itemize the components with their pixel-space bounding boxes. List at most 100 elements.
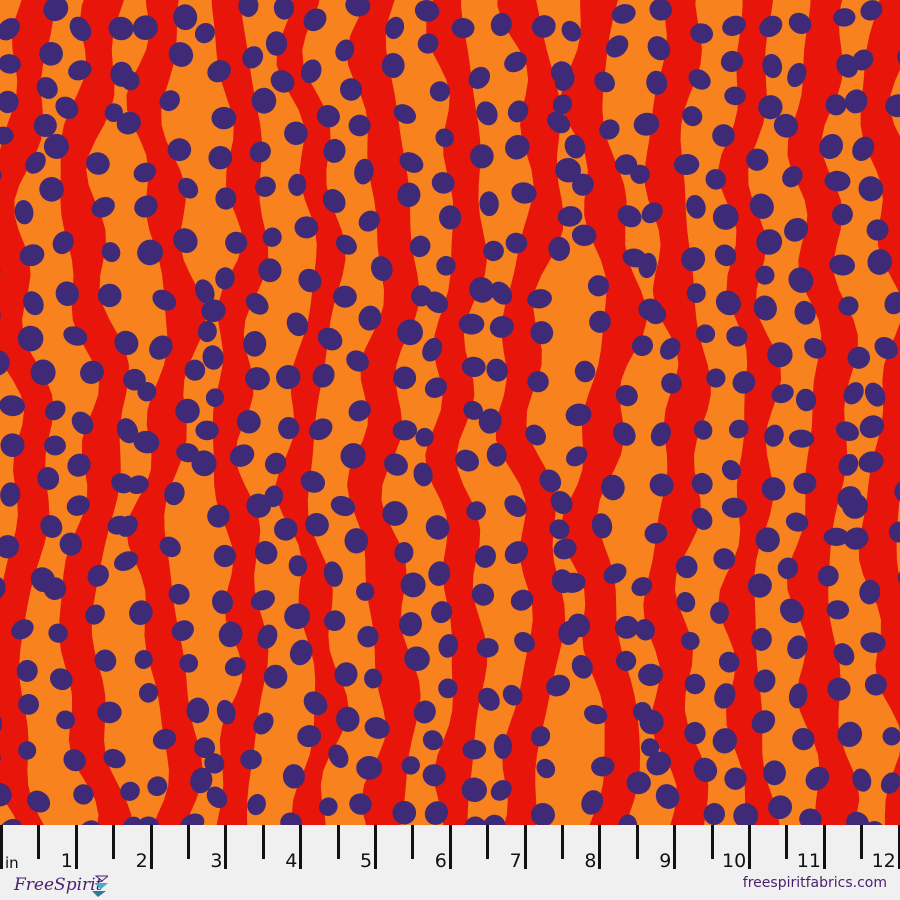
purple-dot: [429, 81, 450, 102]
purple-dot: [682, 106, 703, 127]
purple-dot: [475, 545, 496, 568]
purple-dot: [718, 651, 740, 673]
ruler-major-tick: [898, 825, 900, 869]
purple-dot: [356, 582, 375, 601]
purple-dot: [504, 541, 529, 565]
ruler-minor-tick: [262, 825, 265, 859]
purple-dot: [468, 66, 491, 89]
purple-dot: [52, 231, 74, 255]
ruler-label: 2: [135, 850, 148, 872]
purple-dot: [85, 604, 105, 625]
purple-dot: [149, 335, 173, 360]
purple-dot: [613, 422, 636, 446]
purple-dot: [318, 797, 338, 816]
purple-dot: [349, 793, 372, 815]
purple-dot: [399, 152, 424, 173]
purple-dot: [0, 17, 20, 41]
purple-dot: [768, 795, 793, 820]
purple-dot: [39, 41, 63, 66]
purple-dot: [438, 678, 458, 699]
purple-dot: [40, 515, 63, 538]
purple-dot: [842, 493, 868, 519]
purple-dot: [777, 557, 799, 580]
purple-dot: [782, 166, 803, 188]
purple-dot: [175, 398, 200, 424]
purple-dot: [550, 490, 573, 515]
purple-dot: [458, 313, 485, 335]
purple-dot: [253, 712, 274, 735]
purple-dot: [204, 753, 225, 774]
purple-dot: [712, 728, 737, 754]
ruler-major-tick: [823, 825, 826, 869]
purple-dot: [384, 453, 408, 476]
purple-dot: [284, 121, 308, 146]
ruler-label: 8: [584, 850, 597, 872]
purple-dot: [478, 687, 500, 711]
purple-dot: [722, 15, 746, 36]
purple-dot: [680, 631, 700, 650]
purple-dot: [767, 342, 793, 368]
purple-dot: [18, 694, 40, 715]
purple-dot: [721, 497, 747, 518]
purple-dot: [348, 114, 371, 137]
purple-dot: [486, 443, 507, 467]
purple-dot: [317, 327, 343, 351]
purple-dot: [0, 350, 10, 376]
purple-dot: [0, 482, 21, 507]
purple-dot: [531, 15, 556, 38]
purple-dot: [451, 17, 475, 39]
purple-dot: [335, 234, 357, 255]
purple-dot: [784, 218, 809, 242]
purple-dot: [0, 535, 20, 559]
purple-dot: [646, 70, 668, 95]
purple-dot: [33, 114, 57, 137]
purple-dot: [178, 177, 199, 199]
purple-dot: [224, 656, 246, 677]
purple-dot: [284, 603, 310, 630]
purple-dot: [37, 467, 60, 490]
purple-dot: [0, 433, 25, 458]
purple-dot: [197, 320, 217, 343]
purple-dot: [650, 422, 671, 447]
purple-dot: [640, 738, 660, 757]
purple-dot: [502, 684, 523, 706]
purple-dot: [103, 748, 126, 769]
purple-dot: [549, 519, 570, 540]
purple-dot: [867, 249, 892, 275]
purple-dot: [838, 453, 859, 476]
purple-dot: [55, 281, 79, 307]
ruler-major-tick: [224, 825, 227, 869]
purple-dot: [758, 95, 783, 120]
purple-dot: [356, 755, 383, 780]
purple-dot: [422, 764, 446, 787]
purple-dot: [885, 94, 900, 118]
purple-dot: [364, 668, 383, 689]
purple-dot: [80, 360, 104, 384]
ruler-major-tick: [299, 825, 302, 869]
purple-dot: [838, 296, 859, 316]
ruler-label: 10: [722, 850, 747, 872]
purple-dot: [335, 39, 355, 62]
purple-dot: [43, 133, 69, 159]
purple-dot: [345, 0, 371, 17]
purple-dot: [705, 169, 727, 190]
purple-dot: [263, 664, 288, 689]
purple-dot: [788, 683, 808, 709]
purple-dot: [712, 204, 739, 230]
purple-dot: [63, 749, 86, 772]
purple-dot: [288, 555, 308, 577]
red-stripe: [59, 0, 132, 825]
purple-dot: [693, 757, 718, 783]
purple-dot: [300, 59, 322, 84]
website-url: freespiritfabrics.com: [742, 875, 887, 891]
purple-dot: [0, 716, 2, 732]
ruler-minor-tick: [636, 825, 639, 859]
purple-dot: [724, 767, 747, 790]
purple-dot: [323, 561, 343, 587]
purple-dot: [63, 326, 88, 346]
purple-dot: [751, 627, 772, 651]
ruler-label: 4: [285, 850, 298, 872]
purple-dot: [303, 691, 328, 716]
purple-dot: [676, 591, 696, 613]
purple-dot: [675, 555, 698, 579]
